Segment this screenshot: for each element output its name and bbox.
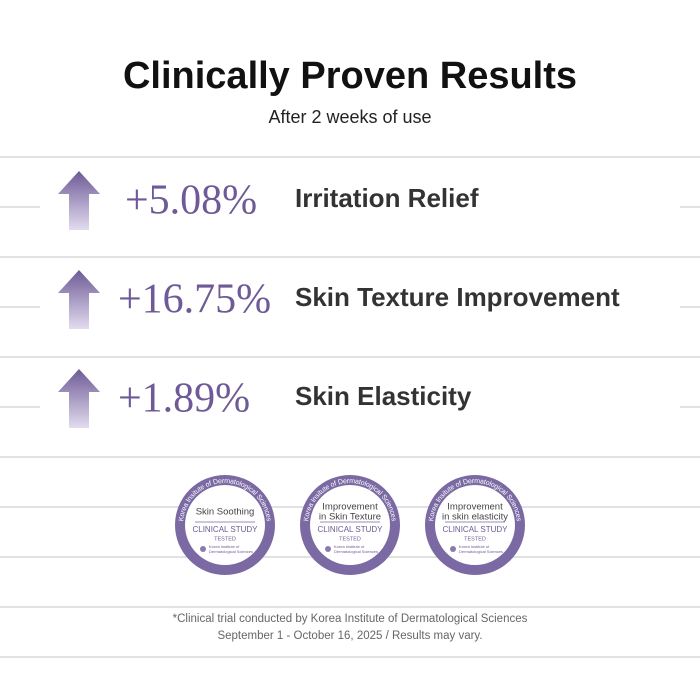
badge-tested: TESTED <box>464 536 486 542</box>
result-label: Irritation Relief <box>295 183 479 213</box>
up-arrow <box>58 369 100 428</box>
subtitle: After 2 weeks of use <box>268 107 431 127</box>
up-arrow <box>58 270 100 329</box>
badge-study: CLINICAL STUDY <box>192 525 258 534</box>
badge-inner <box>435 485 515 565</box>
badge-logo <box>450 546 456 552</box>
result-value: +1.89% <box>118 376 250 422</box>
badge-title: Improvement <box>322 502 378 513</box>
badge-org: Korea Institute of <box>459 544 490 549</box>
result-label: Skin Elasticity <box>295 381 472 411</box>
badge-org: Dermatological Sciences <box>459 549 503 554</box>
badge-title: Improvement <box>447 502 503 513</box>
row-backdrop <box>40 264 680 334</box>
badge-org: Korea Institute of <box>209 544 240 549</box>
badge-org: Dermatological Sciences <box>334 549 378 554</box>
badge-tested: TESTED <box>214 536 236 542</box>
row-backdrop <box>40 165 680 235</box>
badge-org: Korea Institute of <box>334 544 365 549</box>
row-backdrop <box>40 363 680 433</box>
footnote: *Clinical trial conducted by Korea Insti… <box>173 613 528 625</box>
badge-inner <box>185 485 265 565</box>
badge-title: in skin elasticity <box>442 512 508 523</box>
up-arrow <box>58 171 100 230</box>
header-backdrop <box>0 40 700 135</box>
badge-logo <box>325 546 331 552</box>
title: Clinically Proven Results <box>123 55 577 97</box>
result-value: +5.08% <box>125 178 257 224</box>
badge-tested: TESTED <box>339 536 361 542</box>
result-value: +16.75% <box>118 277 271 323</box>
badge-org: Dermatological Sciences <box>209 549 253 554</box>
badge-title: in Skin Texture <box>319 512 381 523</box>
badge-study: CLINICAL STUDY <box>442 525 508 534</box>
badge-title: Skin Soothing <box>196 507 255 518</box>
footnote: September 1 - October 16, 2025 / Results… <box>217 630 482 642</box>
result-label: Skin Texture Improvement <box>295 282 620 312</box>
badge-study: CLINICAL STUDY <box>317 525 383 534</box>
badge-inner <box>310 485 390 565</box>
badge-logo <box>200 546 206 552</box>
